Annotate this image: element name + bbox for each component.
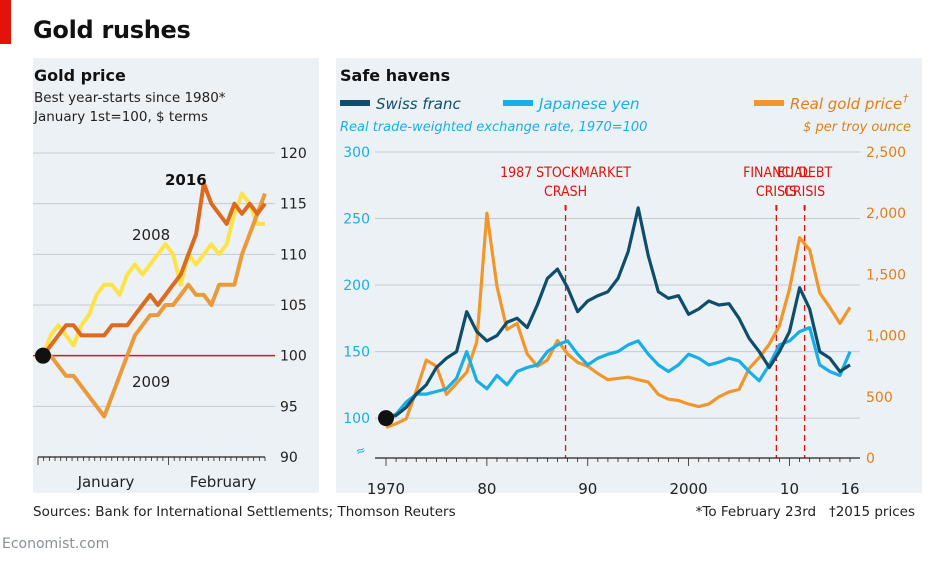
label-2009: 2009: [132, 373, 170, 391]
right-x-tick-label: 16: [840, 480, 859, 498]
right-right-tick-label: 1,500: [866, 267, 906, 283]
label-2008: 2008: [132, 226, 170, 244]
left-series-lines: [35, 181, 267, 419]
safe-havens-panel: [336, 58, 922, 493]
left-chart-subtitle-2: January 1st=100, $ terms: [33, 109, 208, 125]
legend-real-gold-price: Real gold price: [790, 95, 902, 113]
left-y-tick-label: 105: [280, 298, 307, 314]
footer-note-2: †2015 prices: [828, 504, 915, 520]
axis-break-mark: ≈: [354, 442, 368, 459]
left-y-tick-label: 90: [280, 450, 298, 466]
crisis-label-line1: FINANCIAL: [743, 165, 810, 181]
left-chart-title: Gold price: [34, 66, 126, 85]
left-y-tick-label: 120: [280, 146, 307, 162]
page-title: Gold rushes: [33, 16, 191, 44]
legend-dagger: †: [903, 92, 909, 105]
gold-price-panel: [33, 58, 319, 493]
right-x-tick-label: 80: [477, 480, 496, 498]
crisis-label-line1: 1987 STOCKMARKET: [500, 165, 631, 181]
left-start-dot: [35, 347, 51, 364]
right-right-tick-label: 2,000: [866, 206, 906, 222]
series-line-swiss-franc: [385, 206, 851, 420]
footer-sources: Sources: Bank for International Settleme…: [33, 504, 456, 520]
crisis-annotations: 1987 STOCKMARKET CRASH FINANCIAL CRISIS EU D…: [500, 165, 832, 458]
brand-footer: Economist.com: [2, 536, 110, 552]
label-2016: 2016: [165, 171, 207, 189]
left-axis-ticks: 120 115 110 105 100 95 90: [37, 146, 307, 466]
crisis-label-line2: CRISIS: [784, 184, 825, 200]
footer-note-1: *To February 23rd: [695, 504, 817, 520]
series-line-2009: [43, 192, 267, 419]
crisis-label-line1: EU DEBT: [777, 165, 832, 181]
right-right-tick-label: 0: [866, 451, 875, 467]
left-y-tick-label: 110: [280, 247, 307, 263]
right-chart-subtitle: Real trade-weighted exchange rate, 1970=…: [340, 120, 647, 135]
left-y-tick-label: 100: [280, 349, 307, 365]
series-line-2008: [41, 191, 265, 357]
crisis-label-line2: CRASH: [544, 184, 587, 200]
crisis-label-line2: CRISIS: [756, 184, 797, 200]
left-gridlines: [33, 152, 275, 407]
right-axis-unit: $ per troy ounce: [803, 120, 911, 135]
x-label-february: February: [190, 473, 257, 491]
left-y-tick-label: 115: [280, 197, 307, 213]
right-right-tick-label: 2,500: [866, 145, 906, 161]
series-line-real-gold-price: [385, 211, 852, 429]
legend-japanese-yen: Japanese yen: [536, 95, 640, 113]
right-chart-title: Safe havens: [340, 66, 450, 85]
right-left-tick-label: 200: [343, 278, 370, 294]
legend-swiss-franc: Swiss franc: [376, 95, 462, 113]
right-right-tick-label: 500: [866, 390, 893, 406]
right-x-tick-label: 2000: [670, 480, 708, 498]
brand-red-tag: [0, 0, 11, 44]
footer-notes: *To February 23rd †2015 prices: [696, 504, 915, 520]
series-line-japanese-yen: [385, 326, 852, 420]
series-line-2016: [41, 181, 267, 357]
right-left-tick-label: 100: [343, 411, 370, 427]
right-x-tick-label: 10: [780, 480, 799, 498]
right-start-dot: [378, 410, 394, 427]
left-y-tick-label: 95: [280, 399, 298, 415]
right-series-lines: [378, 206, 852, 429]
right-left-tick-label: 250: [343, 212, 370, 228]
right-left-tick-label: 300: [343, 145, 370, 161]
left-chart-subtitle-1: Best year-starts since 1980*: [34, 90, 226, 106]
right-right-tick-label: 1,000: [866, 329, 906, 345]
x-label-january: January: [77, 473, 135, 491]
right-left-tick-label: 150: [343, 345, 370, 361]
right-x-tick-label: 90: [578, 480, 597, 498]
right-x-tick-label: 1970: [367, 480, 405, 498]
right-axis-ticks: 300 250 200 150 100 2,500 2,000 1,500 1,000 500 0 ≈…: [343, 145, 906, 498]
